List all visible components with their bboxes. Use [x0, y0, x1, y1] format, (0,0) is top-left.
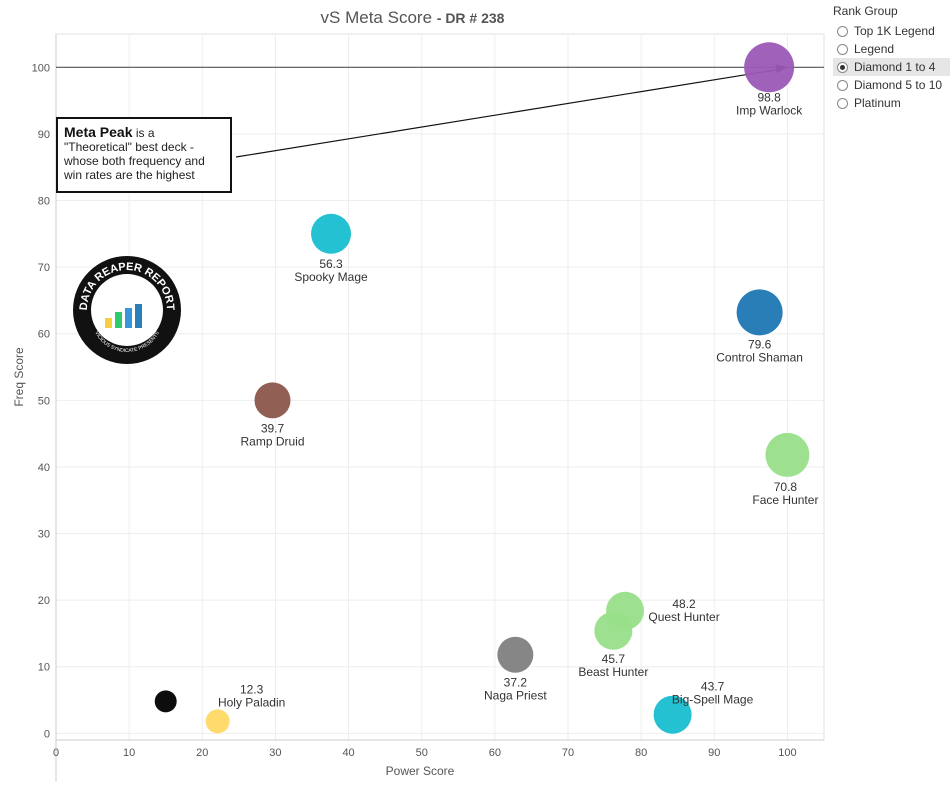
x-tick-label: 80	[635, 747, 647, 759]
point-score-label: 45.7	[602, 652, 626, 666]
point-name-label: Quest Hunter	[648, 610, 719, 624]
x-tick-label: 70	[562, 747, 574, 759]
radio-unchecked-icon[interactable]	[837, 25, 848, 37]
x-tick-label: 90	[708, 747, 720, 759]
x-tick-label: 10	[123, 747, 135, 759]
y-tick-label: 70	[38, 262, 50, 274]
data-point	[205, 709, 230, 734]
point-name-label: Face Hunter	[752, 493, 818, 507]
radio-unchecked-icon[interactable]	[837, 79, 848, 91]
data-point	[497, 636, 534, 673]
point-score-label: 37.2	[504, 676, 528, 690]
point-score-label: 39.7	[261, 421, 285, 435]
y-tick-label: 20	[38, 595, 50, 607]
point-name-label: Imp Warlock	[736, 103, 803, 117]
y-tick-label: 80	[38, 196, 50, 208]
legend-option[interactable]: Diamond 5 to 10	[833, 76, 950, 94]
annotation-text: is a "Theoretical" best deck - whose bot…	[64, 126, 205, 182]
legend-option-label: Diamond 5 to 10	[854, 78, 943, 92]
chart-title-sub: - DR # 238	[436, 10, 505, 26]
legend-option[interactable]: Platinum	[833, 94, 950, 112]
chart-title-main: vS Meta Score	[320, 8, 433, 27]
radio-unchecked-icon[interactable]	[837, 43, 848, 55]
x-axis-label: Power Score	[386, 764, 455, 778]
point-name-label: Naga Priest	[484, 689, 547, 703]
data-point	[311, 213, 352, 254]
y-tick-label: 100	[32, 62, 50, 74]
x-tick-label: 60	[489, 747, 501, 759]
y-tick-label: 0	[44, 728, 50, 740]
data-point	[594, 611, 633, 650]
data-point	[765, 432, 810, 477]
data-point	[653, 695, 692, 734]
data-point	[254, 382, 291, 419]
point-score-label: 12.3	[240, 682, 264, 696]
logo-top-text: DATA REAPER REPORT	[78, 261, 176, 311]
legend-option[interactable]: Diamond 1 to 4	[833, 58, 950, 76]
svg-text:VICIOUS SYNDICATE PRESENTS: VICIOUS SYNDICATE PRESENTS	[93, 330, 161, 354]
y-tick-label: 10	[38, 662, 50, 674]
y-tick-label: 30	[38, 529, 50, 541]
data-point	[736, 289, 783, 336]
point-score-label: 56.3	[319, 257, 343, 271]
data-reaper-logo: DATA REAPER REPORT VICIOUS SYNDICATE PRE…	[73, 256, 181, 364]
x-tick-label: 20	[196, 747, 208, 759]
x-tick-label: 30	[269, 747, 281, 759]
x-tick-label: 100	[778, 747, 796, 759]
logo-bottom-text: VICIOUS SYNDICATE PRESENTS	[93, 330, 161, 354]
chart-title: vS Meta Score - DR # 238	[0, 8, 825, 28]
data-point	[744, 42, 795, 93]
annotation-arrow	[235, 68, 780, 158]
x-tick-label: 0	[53, 747, 59, 759]
meta-peak-annotation: Meta Peak is a "Theoretical" best deck -…	[56, 117, 232, 193]
point-score-label: 48.2	[672, 597, 696, 611]
x-tick-label: 50	[416, 747, 428, 759]
annotation-bold: Meta Peak	[64, 124, 133, 140]
legend-option[interactable]: Top 1K Legend	[833, 22, 950, 40]
point-name-label: Big-Spell Mage	[672, 693, 754, 707]
legend-option-label: Legend	[854, 42, 895, 56]
y-tick-label: 60	[38, 329, 50, 341]
y-tick-label: 40	[38, 462, 50, 474]
x-tick-label: 40	[342, 747, 354, 759]
logo-text: DATA REAPER REPORT VICIOUS SYNDICATE PRE…	[78, 261, 176, 354]
rank-group-legend: Rank Group Top 1K Legend Legend Diamond 1 …	[833, 4, 950, 112]
point-score-label: 79.6	[748, 337, 772, 351]
svg-text:DATA REAPER REPORT: DATA REAPER REPORT	[78, 261, 176, 311]
point-name-label: Holy Paladin	[218, 695, 285, 709]
logo-bars-icon	[105, 302, 149, 328]
legend-option[interactable]: Legend	[833, 40, 950, 58]
legend-option-label: Platinum	[854, 96, 901, 110]
point-score-label: 98.8	[757, 90, 781, 104]
radio-unchecked-icon[interactable]	[837, 97, 848, 109]
point-name-label: Control Shaman	[716, 350, 803, 364]
legend-title: Rank Group	[833, 4, 898, 18]
point-name-label: Spooky Mage	[294, 270, 368, 284]
point-score-label: 70.8	[774, 480, 798, 494]
data-point	[154, 690, 177, 713]
legend-option-label: Top 1K Legend	[854, 24, 935, 38]
y-tick-label: 90	[38, 129, 50, 141]
legend-option-label: Diamond 1 to 4	[854, 60, 936, 74]
point-name-label: Ramp Druid	[240, 434, 304, 448]
y-axis-label: Freq Score	[12, 347, 26, 407]
point-name-label: Beast Hunter	[578, 665, 648, 679]
radio-checked-icon[interactable]	[837, 61, 848, 73]
point-score-label: 43.7	[701, 680, 725, 694]
y-tick-label: 50	[38, 395, 50, 407]
